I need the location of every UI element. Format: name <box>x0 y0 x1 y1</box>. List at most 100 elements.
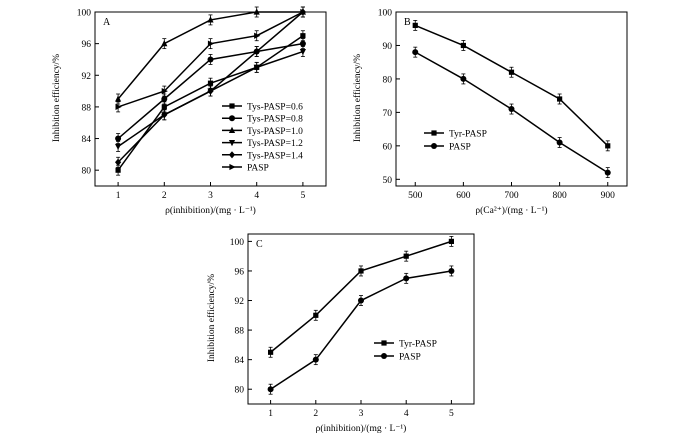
series-tyr-pasp <box>412 19 611 152</box>
y-tick-label: 84 <box>82 135 92 145</box>
series-tyr-pasp <box>268 235 454 358</box>
x-tick-label: 900 <box>601 191 616 201</box>
data-point <box>115 167 121 173</box>
legend-label: PASP <box>247 164 269 174</box>
chart-panel-c: C 1 2 3 4 5 80 84 88 92 96 100 ρ(inhibition)/(mg · L… <box>206 233 475 434</box>
series-tys-pasp-1-4 <box>115 6 306 168</box>
data-point <box>207 56 214 63</box>
legend-marker <box>381 353 387 359</box>
y-tick-label: 90 <box>383 42 393 52</box>
x-tick-label: 700 <box>504 191 519 201</box>
y-tick-label: 92 <box>235 297 245 307</box>
data-point <box>115 158 122 166</box>
legend-marker <box>431 143 437 149</box>
data-point <box>161 40 168 47</box>
legend-marker <box>381 340 387 346</box>
data-point <box>161 104 167 110</box>
x-tick-label: 5 <box>301 191 306 201</box>
x-tick-label: 3 <box>359 409 364 419</box>
y-axis-label: Inhibition efficiency/% <box>51 54 62 142</box>
x-tick-label: 500 <box>408 191 423 201</box>
data-point <box>403 253 409 259</box>
legend-marker <box>229 115 235 122</box>
y-tick-label: 100 <box>378 9 393 19</box>
x-tick-label: 5 <box>449 409 454 419</box>
x-tick-label: 800 <box>553 191 568 201</box>
data-point <box>299 40 306 47</box>
y-tick-label: 88 <box>235 327 245 337</box>
data-point <box>300 33 306 39</box>
data-point <box>605 143 611 149</box>
y-tick-label: 80 <box>235 386 245 396</box>
legend-label: Tys-PASP=1.4 <box>247 151 303 161</box>
x-axis-label: ρ(Ca²⁺)/(mg · L⁻¹) <box>475 205 547 216</box>
data-point <box>299 48 306 56</box>
plot-frame <box>247 233 475 405</box>
data-point <box>508 69 515 75</box>
data-point <box>448 238 454 244</box>
x-tick-label: 600 <box>456 191 471 201</box>
data-point <box>460 75 467 82</box>
legend-label: Tyr-PASP <box>399 340 437 350</box>
y-axis-label: Inhibition efficiency/% <box>352 54 363 142</box>
data-point <box>556 139 563 146</box>
data-point <box>403 275 410 282</box>
x-tick-label: 4 <box>254 191 259 201</box>
series-pasp <box>115 6 307 113</box>
legend-label: Tys-PASP=1.0 <box>247 127 303 137</box>
data-point <box>412 49 419 56</box>
data-point <box>253 64 260 71</box>
legend-marker <box>229 163 236 171</box>
data-point <box>115 95 122 102</box>
data-point <box>604 169 611 176</box>
data-point <box>207 40 215 47</box>
y-tick-label: 92 <box>82 72 92 82</box>
legend-label: Tys-PASP=0.8 <box>247 115 303 125</box>
panel-label: A <box>103 17 111 28</box>
legend-label: Tys-PASP=1.2 <box>247 139 303 149</box>
x-axis-label: ρ(inhibition)/(mg · L⁻¹) <box>316 423 407 434</box>
panel-label: C <box>256 239 263 250</box>
x-tick-label: 1 <box>116 191 121 201</box>
chart-panel-a: A 1 2 3 4 5 80 84 88 92 96 100 ρ(inhibition)/(mg · L… <box>51 6 327 216</box>
data-point <box>300 8 307 16</box>
legend-marker <box>228 126 236 133</box>
legend: Tyr-PASP PASP <box>424 130 487 153</box>
data-point <box>161 96 168 102</box>
legend: Tys-PASP=0.6 Tys-PASP=0.8 Tys-PASP=1.0 Tys-… <box>222 103 303 174</box>
chart-panel-b: B 500 600 700 800 900 50 60 70 80 90 100 ρ(Ca²⁺)/(mg… <box>352 9 628 216</box>
data-point <box>207 80 214 86</box>
data-point <box>313 312 319 318</box>
legend-label: Tyr-PASP <box>449 130 487 140</box>
y-tick-label: 60 <box>383 142 393 152</box>
y-tick-label: 80 <box>383 75 393 85</box>
series-line <box>414 24 609 147</box>
series-pasp <box>267 265 455 395</box>
data-point <box>358 268 364 274</box>
data-point <box>161 87 168 95</box>
data-point <box>115 103 122 111</box>
y-tick-label: 80 <box>82 167 92 177</box>
y-tick-label: 100 <box>77 9 92 19</box>
legend-marker <box>228 151 236 159</box>
data-point <box>508 106 515 113</box>
x-tick-label: 2 <box>313 409 318 419</box>
x-tick-label: 4 <box>404 409 409 419</box>
panel-label: B <box>404 17 411 28</box>
legend-marker <box>229 103 235 109</box>
legend-marker <box>228 140 236 147</box>
y-tick-label: 100 <box>230 238 245 248</box>
legend-label: PASP <box>449 143 471 153</box>
data-point <box>115 143 122 151</box>
data-point <box>115 135 122 142</box>
y-tick-label: 50 <box>383 176 393 186</box>
x-tick-label: 1 <box>268 409 273 419</box>
y-tick-label: 84 <box>235 356 245 366</box>
data-point <box>253 8 260 15</box>
legend-label: Tys-PASP=0.6 <box>247 103 303 113</box>
data-point <box>460 42 466 49</box>
data-point <box>358 297 364 304</box>
data-point <box>312 356 319 363</box>
data-point <box>267 386 274 393</box>
